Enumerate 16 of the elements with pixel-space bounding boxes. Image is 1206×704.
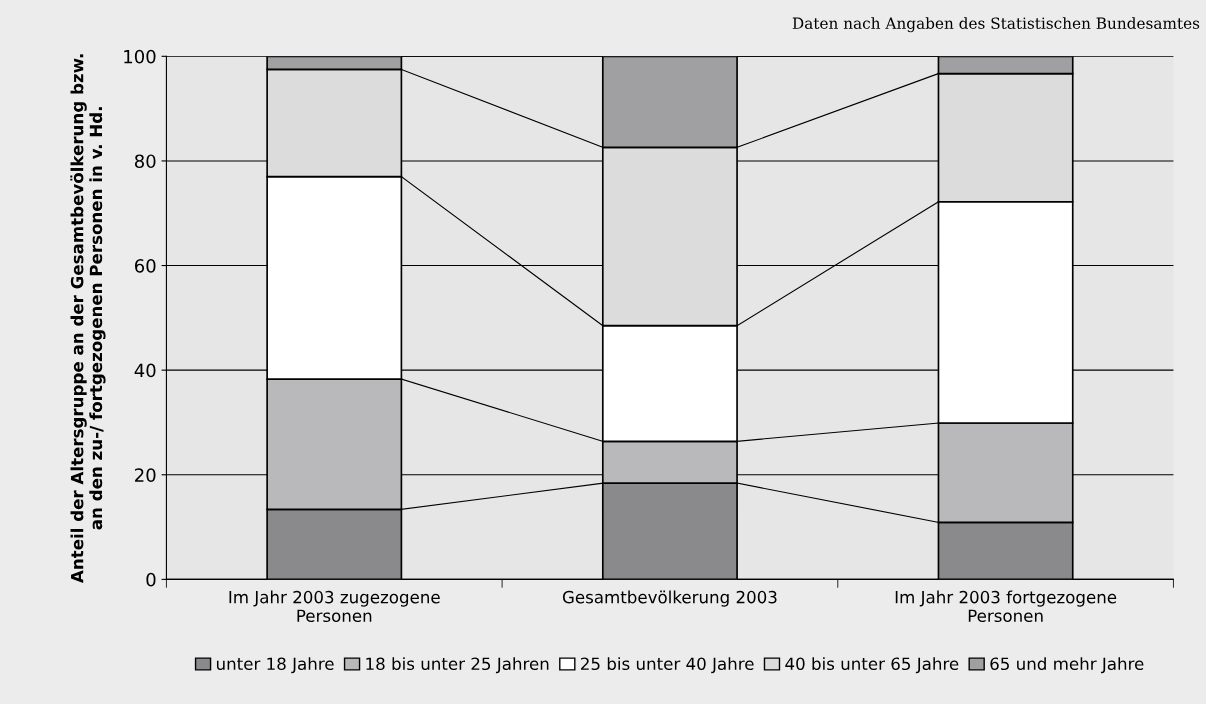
y-tick-label: 80	[134, 154, 156, 169]
y-tick-label: 0	[146, 572, 156, 587]
legend-label: unter 18 Jahre	[216, 657, 334, 674]
x-tick-label: Im Jahr 2003 zugezogene Personen	[229, 590, 440, 623]
y-tick-label: 20	[135, 468, 156, 482]
legend-label: 18 bis unter 25 Jahren	[366, 657, 549, 674]
y-tick-label: 100	[124, 49, 156, 64]
legend-label: 40 bis unter 65 Jahre	[785, 657, 959, 674]
text: Daten nach Angaben des Statistischen Bundesamtes	[792, 17, 1200, 33]
legend-label: 25 bis unter 40 Jahre	[581, 657, 754, 674]
y-tick-label: 60	[134, 259, 156, 273]
y-tick-label: 40	[134, 363, 156, 378]
x-tick-label: Im Jahr 2003 fortgezogene Personen	[895, 590, 1117, 623]
y-axis-title: Anteil der Altersgruppe an der Gesamtbevölkerung bzw. an den zu-/ fortgezogenen Personen in v. Hd.	[70, 54, 106, 583]
legend-label: 65 und mehr Jahre	[990, 657, 1144, 674]
x-tick-label: Gesamtbevölkerung 2003	[562, 590, 777, 607]
